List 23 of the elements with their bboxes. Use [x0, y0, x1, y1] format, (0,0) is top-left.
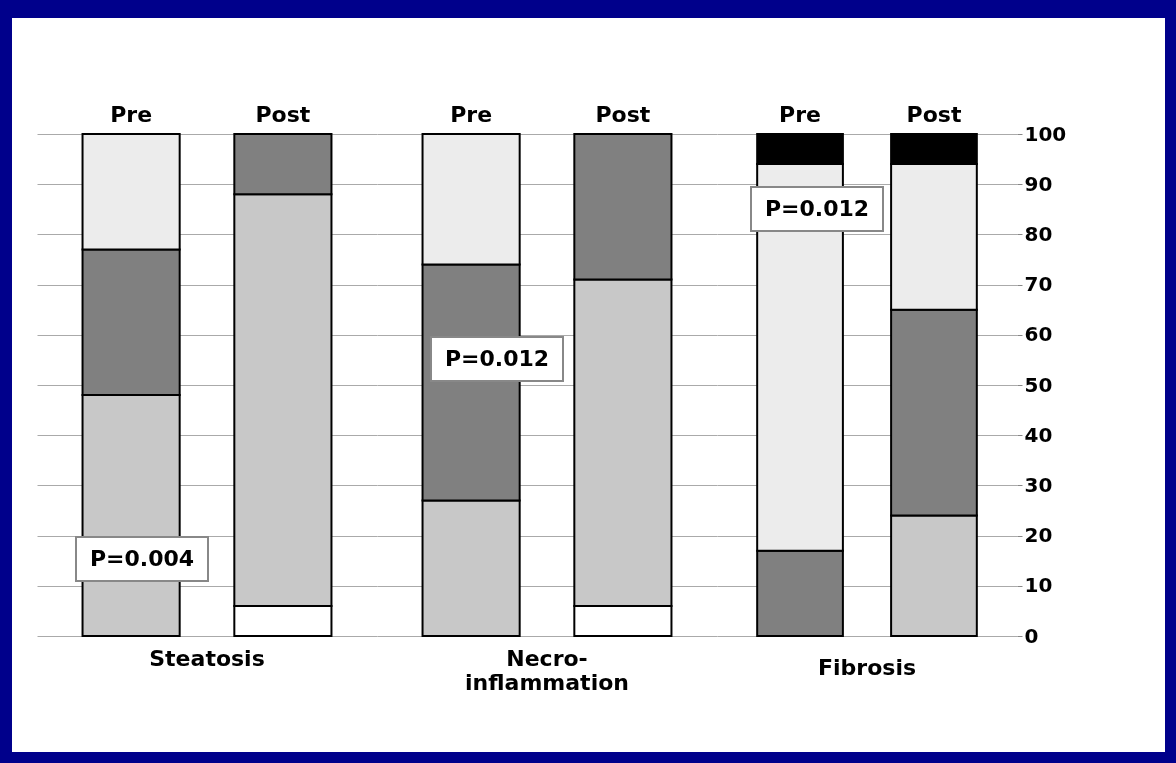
y-tick-label: 20: [1024, 523, 1053, 548]
x-tick-label: Post: [906, 101, 962, 127]
annotation: P=0.012: [764, 196, 870, 221]
x-axis-title: Steatosis: [149, 646, 265, 671]
x-tick-label: Pre: [779, 101, 821, 127]
annotation: P=0.012: [444, 346, 550, 371]
x-axis-title: Necro- inflammation: [465, 646, 629, 695]
y-tick-label: 70: [1024, 272, 1053, 297]
x-axis-title: Fibrosis: [817, 655, 917, 680]
x-tick-label: Post: [255, 101, 311, 127]
x-tick-label: Pre: [450, 101, 493, 127]
y-tick-label: 50: [1024, 372, 1053, 397]
y-tick-label: 0: [1024, 623, 1039, 648]
y-tick-label: 100: [1024, 121, 1067, 146]
y-tick-label: 30: [1024, 472, 1053, 497]
y-tick-label: 80: [1024, 221, 1053, 246]
x-tick-label: Pre: [110, 101, 153, 127]
y-tick-label: 40: [1024, 422, 1053, 447]
y-tick-label: 60: [1024, 322, 1053, 347]
y-tick-label: 10: [1024, 573, 1053, 598]
annotation: P=0.004: [89, 546, 195, 571]
y-tick-label: 90: [1024, 171, 1053, 196]
x-tick-label: Post: [595, 101, 651, 127]
